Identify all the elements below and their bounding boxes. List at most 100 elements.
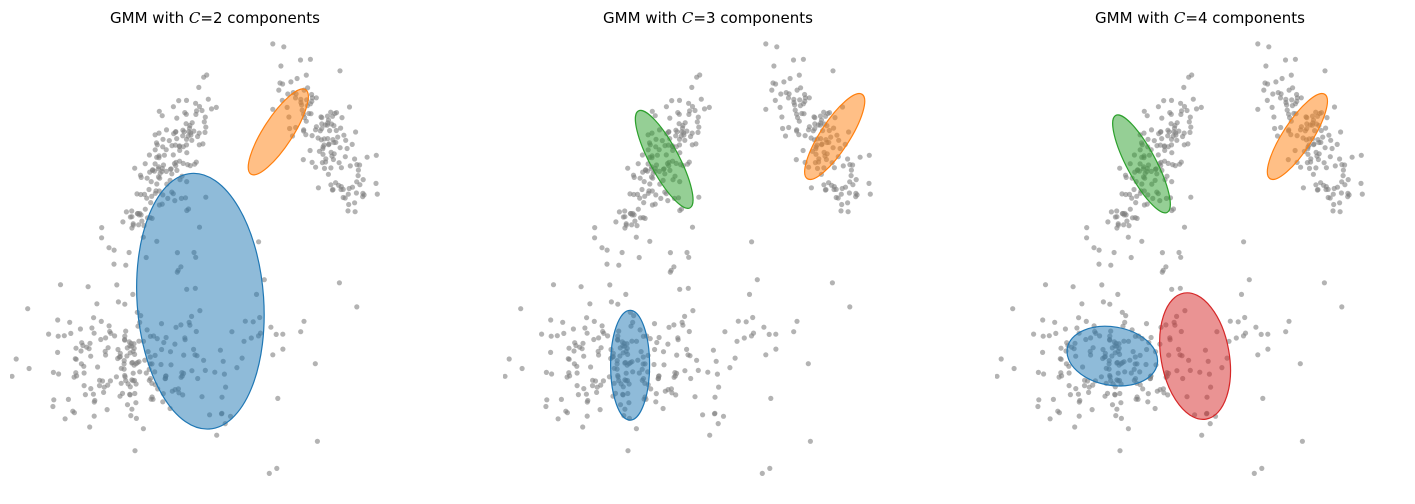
- data-point: [1255, 352, 1261, 358]
- data-point: [144, 175, 150, 181]
- data-point: [846, 190, 852, 196]
- data-point: [660, 349, 667, 355]
- data-point: [746, 291, 753, 297]
- data-point: [140, 426, 146, 432]
- data-point: [1123, 174, 1129, 180]
- data-point: [139, 218, 145, 224]
- data-point: [77, 326, 83, 332]
- data-point: [665, 341, 671, 347]
- data-point: [1286, 87, 1292, 93]
- data-point: [181, 129, 187, 135]
- data-point: [613, 219, 619, 225]
- data-point: [690, 308, 696, 314]
- data-point: [1279, 75, 1285, 82]
- data-point: [1151, 138, 1157, 144]
- data-point: [1322, 145, 1328, 151]
- data-point: [1113, 413, 1119, 419]
- data-point: [186, 129, 192, 135]
- data-point: [1321, 280, 1327, 286]
- data-point: [1269, 104, 1275, 110]
- data-point: [647, 238, 653, 244]
- data-point: [1155, 152, 1161, 158]
- data-point: [674, 129, 680, 135]
- data-point: [802, 98, 808, 104]
- data-point: [1073, 386, 1079, 392]
- data-point: [373, 152, 379, 158]
- data-point: [354, 304, 360, 310]
- data-point: [623, 221, 629, 227]
- data-point: [319, 115, 325, 121]
- data-point: [1349, 154, 1355, 160]
- data-point: [136, 338, 142, 344]
- data-point: [1157, 142, 1163, 148]
- data-point: [675, 335, 681, 341]
- data-point: [50, 369, 57, 375]
- data-point: [544, 397, 550, 403]
- panel-c4: GMM with C=4 components: [995, 0, 1405, 504]
- gmm-component-ellipse-3: [634, 109, 694, 209]
- data-point: [641, 179, 647, 185]
- data-point: [187, 163, 193, 169]
- data-point: [132, 448, 138, 454]
- data-point: [1292, 56, 1298, 62]
- title-suffix: =3 components: [693, 9, 813, 27]
- data-point: [554, 333, 560, 339]
- title-suffix: =2 components: [200, 9, 320, 27]
- data-point: [632, 218, 638, 224]
- data-point: [1199, 432, 1205, 438]
- data-point: [781, 79, 787, 85]
- data-point: [842, 184, 849, 190]
- data-point: [582, 325, 588, 331]
- data-point: [1131, 186, 1137, 193]
- data-point: [1172, 163, 1178, 169]
- data-point: [94, 301, 100, 307]
- data-point: [1345, 177, 1351, 183]
- data-point: [67, 319, 73, 325]
- data-point: [773, 331, 779, 337]
- data-point: [1062, 326, 1068, 332]
- data-point: [577, 344, 583, 350]
- data-point: [133, 400, 139, 406]
- data-point: [1321, 160, 1327, 166]
- data-point: [325, 171, 331, 177]
- data-point: [732, 355, 738, 361]
- data-point: [333, 127, 339, 134]
- data-point: [129, 359, 136, 366]
- data-point: [55, 317, 61, 323]
- data-point: [779, 114, 785, 120]
- data-point: [266, 470, 272, 476]
- data-point: [1036, 397, 1042, 403]
- data-point: [156, 155, 162, 161]
- data-point: [1251, 470, 1257, 476]
- data-point: [1339, 304, 1345, 310]
- data-point: [548, 333, 554, 339]
- data-point: [808, 185, 814, 191]
- data-point: [651, 321, 658, 327]
- data-point: [584, 330, 590, 336]
- data-point: [341, 132, 347, 138]
- data-point: [676, 121, 682, 127]
- data-point: [107, 378, 113, 384]
- data-point: [1169, 179, 1175, 185]
- data-point: [558, 396, 564, 402]
- data-point: [777, 104, 783, 110]
- data-point: [665, 198, 671, 204]
- data-point: [821, 109, 827, 115]
- data-point: [1334, 141, 1340, 147]
- data-point: [1179, 108, 1185, 114]
- data-point: [183, 97, 190, 103]
- data-point: [1108, 209, 1114, 215]
- data-point: [176, 144, 182, 150]
- data-point: [1124, 218, 1130, 224]
- data-point: [706, 104, 712, 110]
- data-point: [117, 393, 123, 399]
- data-point: [791, 329, 797, 335]
- data-point: [308, 111, 314, 117]
- data-point: [1139, 238, 1145, 244]
- data-point: [1311, 142, 1317, 148]
- data-point: [1133, 200, 1139, 206]
- data-point: [1010, 306, 1016, 312]
- gmm-component-ellipse-2: [247, 88, 309, 176]
- data-point: [355, 173, 361, 179]
- data-point: [694, 74, 700, 80]
